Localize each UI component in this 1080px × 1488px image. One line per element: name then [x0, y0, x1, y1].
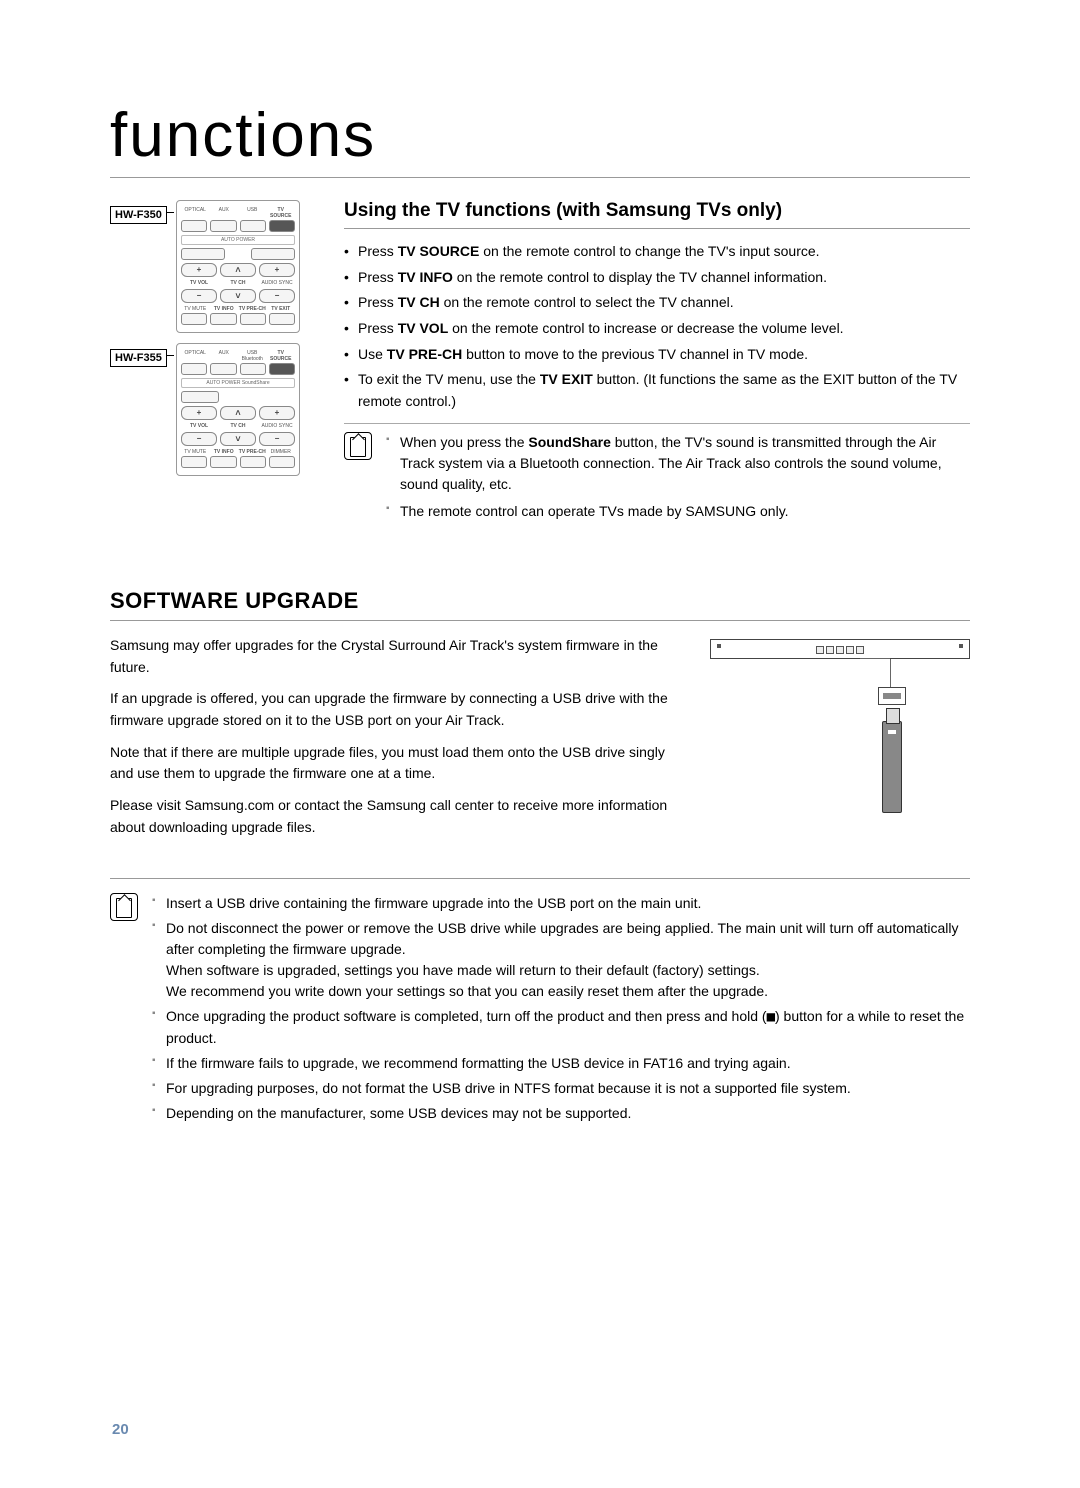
software-paragraph: If an upgrade is offered, you can upgrad… [110, 688, 686, 731]
usb-diagram [710, 635, 970, 825]
tv-note-item: The remote control can operate TVs made … [400, 501, 970, 522]
software-note-item: Do not disconnect the power or remove th… [166, 918, 970, 1002]
note-icon [110, 893, 138, 921]
software-note-item: Depending on the manufacturer, some USB … [166, 1103, 970, 1124]
software-note-item: Insert a USB drive containing the firmwa… [166, 893, 970, 914]
tv-function-item: Press TV INFO on the remote control to d… [358, 267, 970, 289]
tv-function-item: Use TV PRE-CH button to move to the prev… [358, 344, 970, 366]
note-icon [344, 432, 372, 460]
remote-model-b: HW-F355 [110, 349, 167, 367]
page-title: functions [110, 100, 970, 178]
tv-function-item: Press TV CH on the remote control to sel… [358, 292, 970, 314]
software-paragraph: Please visit Samsung.com or contact the … [110, 795, 686, 838]
software-upgrade-heading: SOFTWARE UPGRADE [110, 588, 970, 621]
page-number: 20 [112, 1421, 129, 1438]
software-upgrade-text: Samsung may offer upgrades for the Cryst… [110, 635, 686, 849]
tv-note-item: When you press the SoundShare button, th… [400, 432, 970, 495]
remote-a: OPTICAL AUX USB TV SOURCE AUTO POWER + [176, 200, 300, 333]
software-note-item: Once upgrading the product software is c… [166, 1006, 970, 1049]
remote-diagrams: HW-F350 OPTICAL AUX USB TV SOURCE AUTO P… [110, 200, 320, 528]
tv-functions-heading: Using the TV functions (with Samsung TVs… [344, 200, 970, 229]
software-note-item: For upgrading purposes, do not format th… [166, 1078, 970, 1099]
tv-function-item: Press TV SOURCE on the remote control to… [358, 241, 970, 263]
remote-b: OPTICAL AUX USB Bluetooth TV SOURCE AUTO… [176, 343, 300, 476]
software-note-item: If the firmware fails to upgrade, we rec… [166, 1053, 970, 1074]
tv-functions-notes: When you press the SoundShare button, th… [386, 432, 970, 528]
remote-model-a: HW-F350 [110, 206, 167, 224]
tv-functions-list: Press TV SOURCE on the remote control to… [344, 241, 970, 413]
software-paragraph: Note that if there are multiple upgrade … [110, 742, 686, 785]
tv-function-item: Press TV VOL on the remote control to in… [358, 318, 970, 340]
tv-function-item: To exit the TV menu, use the TV EXIT but… [358, 369, 970, 412]
software-paragraph: Samsung may offer upgrades for the Cryst… [110, 635, 686, 678]
software-upgrade-notes: Insert a USB drive containing the firmwa… [152, 893, 970, 1128]
